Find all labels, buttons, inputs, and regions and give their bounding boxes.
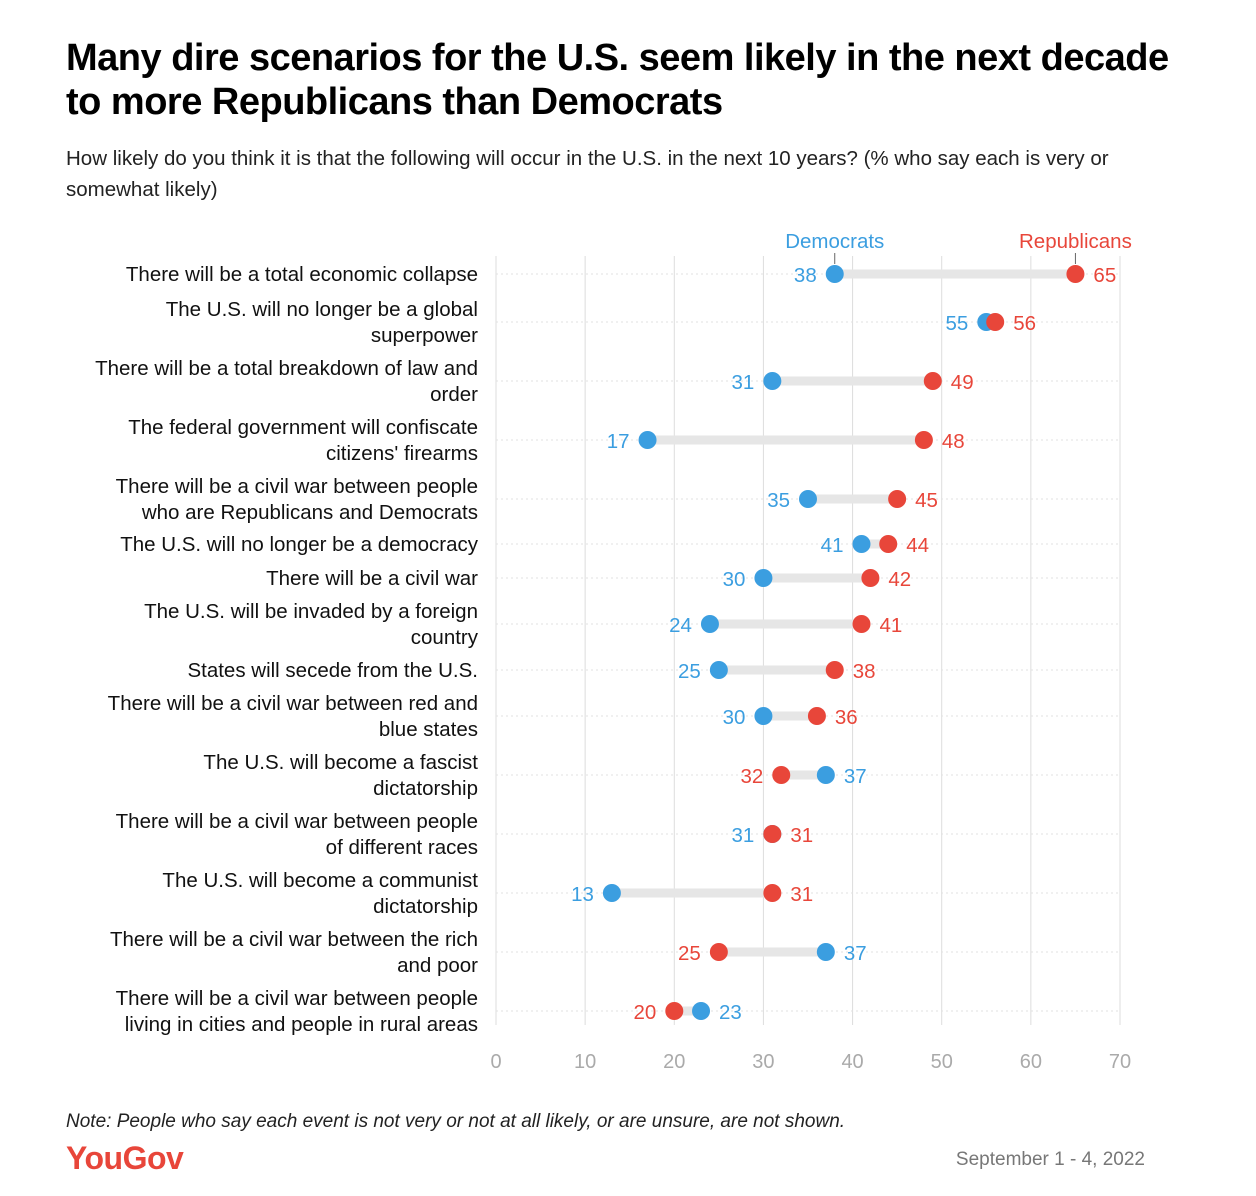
republicans-value-label: 49 [951,371,974,394]
category-label: The federal government will confiscate ci… [128,416,478,465]
democrats-value-label: 23 [719,1001,742,1024]
democrats-dot [852,535,871,553]
democrats-dot [763,372,782,390]
category-labels: There will be a total economic collapse T… [95,263,479,1036]
x-tick-label: 40 [841,1051,863,1073]
republicans-value-label: 44 [906,534,929,557]
republicans-dot [763,825,782,843]
category-label: There will be a civil war between people… [116,475,478,524]
category-label: The U.S. will become a communist dictator… [162,869,478,918]
category-label: The U.S. will no longer be a democracy [120,533,479,556]
democrats-value-label: 41 [821,534,844,557]
democrats-value-label: 31 [732,371,755,394]
category-label: There will be a civil war between red an… [108,692,478,741]
democrats-value-label: 31 [732,824,755,847]
republicans-dot [888,490,907,508]
democrats-dot [754,569,773,587]
dot-plot-chart: There will be a total economic collapse T… [95,230,1132,1073]
democrats-dot [709,661,728,679]
category-label: There will be a civil war [266,567,478,590]
democrats-value-label: 30 [723,568,746,591]
brand-logo[interactable]: YouGov [66,1140,184,1176]
x-tick-label: 60 [1020,1051,1042,1073]
democrats-dot [816,766,835,784]
democrats-dot [799,490,817,508]
democrats-value-label: 55 [945,312,968,335]
republicans-value-label: 31 [790,883,813,906]
republicans-value-label: 56 [1013,312,1036,335]
chart-subtitle: How likely do you think it is that the f… [66,147,1109,201]
category-label: There will be a civil war between people… [116,810,478,859]
democrats-dot [692,1002,711,1020]
republicans-value-label: 48 [942,430,965,453]
democrats-value-label: 37 [844,942,867,965]
republicans-dot [772,766,791,784]
republicans-value-label: 36 [835,706,858,729]
republicans-value-label: 65 [1093,264,1116,287]
republicans-value-label: 31 [790,824,813,847]
x-tick-label: 10 [574,1051,596,1073]
x-axis-ticks: 0 10 20 30 40 50 60 70 [490,1051,1131,1073]
democrats-dot [638,431,657,449]
democrats-value-label: 30 [723,706,746,729]
democrats-value-label: 13 [571,883,594,906]
democrats-value-label: 25 [678,660,701,683]
republicans-dot [763,884,782,902]
x-tick-label: 50 [931,1051,953,1073]
republicans-dot [914,431,933,449]
republicans-value-label: 20 [633,1001,656,1024]
x-tick-label: 30 [752,1051,774,1073]
category-label: The U.S. will become a fascist dictatorsh… [203,751,478,800]
republicans-dot [709,943,728,961]
category-label: The U.S. will no longer be a global super… [166,298,478,347]
category-label: There will be a civil war between people… [116,987,478,1036]
republicans-dot [665,1002,684,1020]
democrats-value-label: 38 [794,264,817,287]
category-label: States will secede from the U.S. [187,659,478,682]
republicans-dot [807,707,826,725]
democrats-dot [816,943,835,961]
democrats-dot [700,615,719,633]
republicans-dot [986,313,1005,331]
data-marks: 38 65 55 56 31 49 17 48 35 45 41 44 30 42 24 41 25 38 30 36… [571,264,1116,1024]
legend: Democrats Republicans [785,230,1132,264]
republicans-dot [923,372,942,390]
republicans-value-label: 45 [915,489,938,512]
republicans-value-label: 25 [678,942,701,965]
category-label: There will be a civil war between the ri… [110,928,478,977]
republicans-value-label: 41 [879,614,902,637]
category-label: There will be a total breakdown of law a… [95,357,478,406]
democrats-value-label: 24 [669,614,692,637]
legend-democrats: Democrats [785,230,884,253]
category-label: The U.S. will be invaded by a foreign cou… [144,600,479,649]
grid-lines [495,256,1121,1025]
republicans-dot [1066,265,1085,283]
republicans-dot [861,569,880,587]
democrats-dot [602,884,621,902]
footnote: Note: People who say each event is not v… [66,1111,846,1132]
republicans-dot [852,615,871,633]
republicans-value-label: 42 [888,568,911,591]
democrats-value-label: 35 [767,489,790,512]
democrats-value-label: 17 [607,430,630,453]
republicans-dot [825,661,844,679]
republicans-value-label: 32 [740,765,763,788]
republicans-dot [879,535,898,553]
chart-title: Many dire scenarios for the U.S. seem li… [66,37,1169,123]
legend-republicans: Republicans [1019,230,1132,253]
democrats-value-label: 37 [844,765,867,788]
category-label: There will be a total economic collapse [126,263,478,286]
democrats-dot [754,707,773,725]
republicans-value-label: 38 [853,660,876,683]
fieldwork-date: September 1 - 4, 2022 [955,1149,1145,1170]
x-tick-label: 70 [1109,1051,1131,1073]
x-tick-label: 20 [663,1051,685,1073]
democrats-dot [825,265,844,283]
x-tick-label: 0 [490,1051,501,1073]
